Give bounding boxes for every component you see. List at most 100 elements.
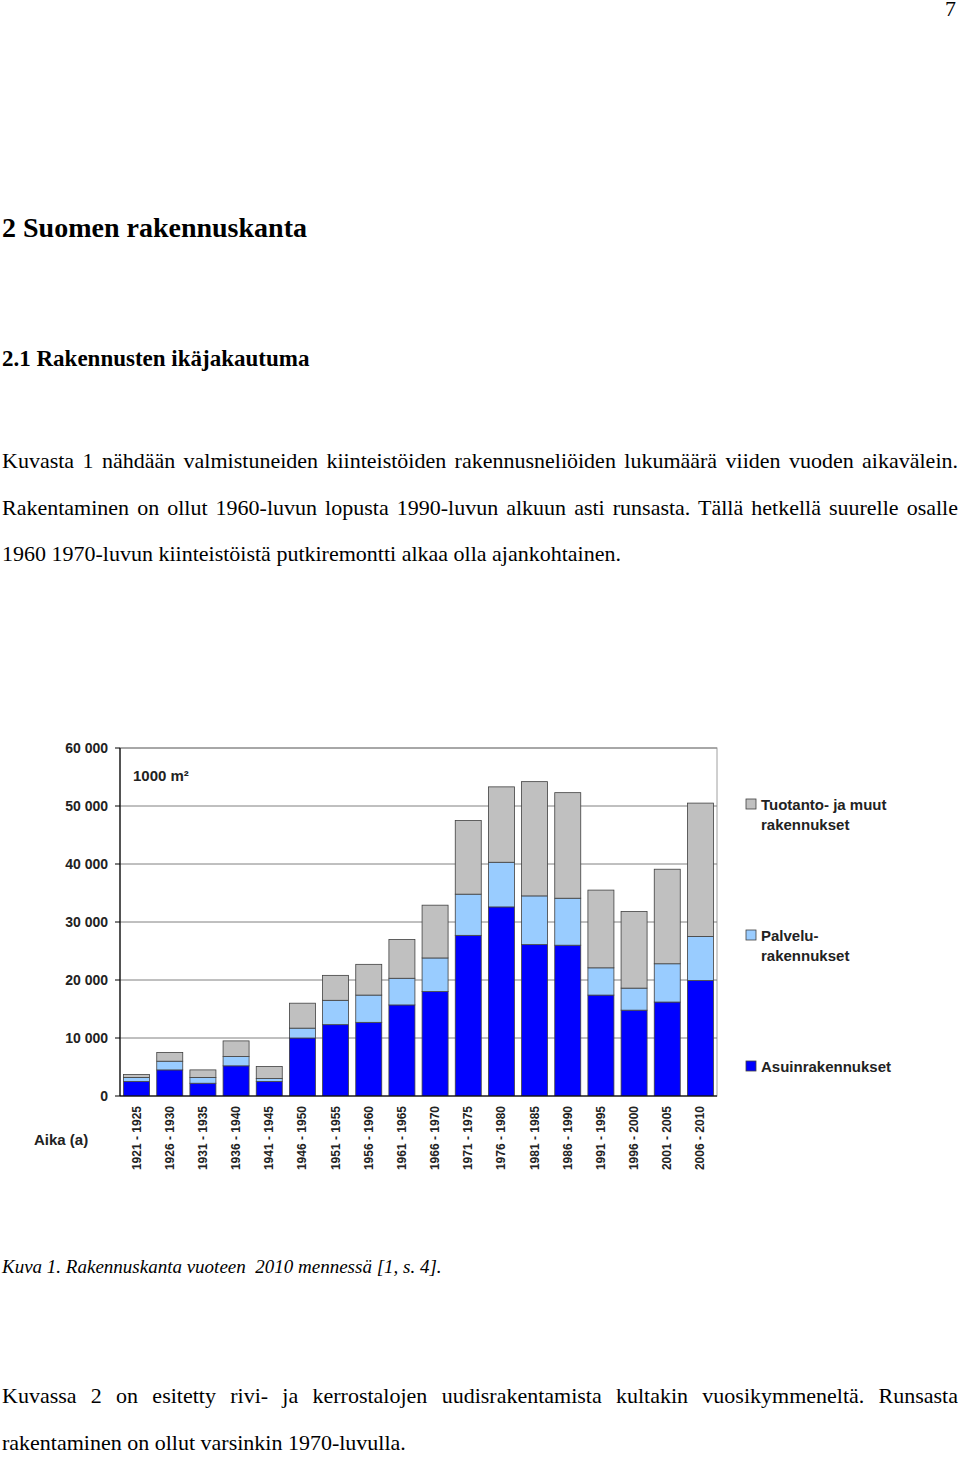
grid-line xyxy=(120,806,717,807)
bar-segment xyxy=(621,912,647,989)
page-number: 7 xyxy=(945,0,956,22)
bar-segment xyxy=(256,1079,282,1082)
bar-segment xyxy=(422,992,448,1096)
legend-line: Asuinrakennukset xyxy=(761,1058,891,1075)
legend-swatch xyxy=(746,799,756,809)
legend-swatch xyxy=(746,1061,756,1071)
tick-mark xyxy=(115,980,120,981)
bar-segment xyxy=(654,964,680,1002)
bar-segment xyxy=(289,1028,315,1038)
bar-segment xyxy=(422,958,448,992)
category-label: 1976 - 1980 xyxy=(494,1106,508,1170)
bar-segment xyxy=(588,995,614,1096)
category-label: 1946 - 1950 xyxy=(295,1106,309,1170)
bar-segment xyxy=(555,793,581,899)
tick-label: 0 xyxy=(100,1088,108,1104)
grid-line xyxy=(120,864,717,865)
category-label: 1926 - 1930 xyxy=(163,1106,177,1170)
category-label: 1971 - 1975 xyxy=(461,1106,475,1170)
category-label: 1991 - 1995 xyxy=(594,1106,608,1170)
bar-segment xyxy=(687,937,713,981)
bar-segment xyxy=(190,1083,216,1096)
bar-segment xyxy=(323,1025,349,1096)
bar-segment xyxy=(356,995,382,1022)
tick-label: 60 000 xyxy=(65,740,108,756)
legend-label: Palvelu-rakennukset xyxy=(761,927,849,964)
bar-segment xyxy=(621,988,647,1010)
bar-segment xyxy=(124,1077,150,1081)
category-label: 1936 - 1940 xyxy=(229,1106,243,1170)
bar-segment xyxy=(157,1053,183,1062)
bar-segment xyxy=(256,1066,282,1078)
tick-mark xyxy=(115,1096,120,1097)
tick-label: 10 000 xyxy=(65,1030,108,1046)
bar-segment xyxy=(256,1082,282,1097)
category-label: 1941 - 1945 xyxy=(262,1106,276,1170)
bar-segment xyxy=(157,1070,183,1096)
bar-segment xyxy=(190,1070,216,1078)
tick-label: 20 000 xyxy=(65,972,108,988)
legend-label: Tuotanto- ja muutrakennukset xyxy=(761,796,887,833)
bar-segment xyxy=(654,1002,680,1096)
paragraph: Kuvasta 1 nähdään valmistuneiden kiintei… xyxy=(2,438,958,578)
tick-mark xyxy=(115,1038,120,1039)
bar-segment xyxy=(687,981,713,1096)
bar-segment xyxy=(356,964,382,995)
bar-segment xyxy=(323,1000,349,1024)
legend-line: rakennukset xyxy=(761,947,849,964)
category-label: 2006 - 2010 xyxy=(693,1106,707,1170)
bar-segment xyxy=(488,907,514,1096)
bar-segment xyxy=(289,1038,315,1096)
bar-segment xyxy=(223,1066,249,1096)
tick-label: 40 000 xyxy=(65,856,108,872)
legend-line: Tuotanto- ja muut xyxy=(761,796,887,813)
legend-swatch xyxy=(746,930,756,940)
bar-segment xyxy=(289,1003,315,1028)
bar-segment xyxy=(323,975,349,1000)
legend-line: Palvelu- xyxy=(761,927,819,944)
tick-mark xyxy=(115,922,120,923)
bar-segment xyxy=(687,803,713,936)
tick-mark xyxy=(115,806,120,807)
category-label: 1986 - 1990 xyxy=(561,1106,575,1170)
bar-segment xyxy=(654,869,680,964)
bar-segment xyxy=(356,1022,382,1096)
caption: Kuva 1. Rakennuskanta vuoteen 2010 menne… xyxy=(2,1256,442,1278)
y-axis xyxy=(119,748,120,1096)
bar-segment xyxy=(621,1010,647,1096)
tick-label: 30 000 xyxy=(65,914,108,930)
category-label: 1961 - 1965 xyxy=(395,1106,409,1170)
bar-segment xyxy=(389,1005,415,1096)
bar-segment xyxy=(588,890,614,968)
category-label: 1956 - 1960 xyxy=(362,1106,376,1170)
tick-mark xyxy=(115,864,120,865)
x-axis xyxy=(120,1095,717,1096)
bar-segment xyxy=(455,894,481,935)
tick-label: 50 000 xyxy=(65,798,108,814)
legend-label: Asuinrakennukset xyxy=(761,1058,891,1075)
bar-segment xyxy=(124,1082,150,1097)
category-label: 1931 - 1935 xyxy=(196,1106,210,1170)
x-axis-label: Aika (a) xyxy=(34,1131,88,1148)
tick-mark xyxy=(115,748,120,749)
bar-segment xyxy=(223,1041,249,1057)
y-axis-label: 1000 m² xyxy=(133,767,189,784)
category-label: 1921 - 1925 xyxy=(130,1106,144,1170)
subheading: 2.1 Rakennusten ikäjakautuma xyxy=(2,346,309,372)
bar-segment xyxy=(124,1075,150,1078)
bar-segment xyxy=(455,821,481,895)
bar-segment xyxy=(522,782,548,896)
grid-line xyxy=(120,1096,717,1097)
bar-segment xyxy=(488,787,514,862)
bar-segment xyxy=(588,968,614,995)
plot-area xyxy=(120,748,717,1096)
bar-segment xyxy=(157,1061,183,1070)
heading: 2 Suomen rakennuskanta xyxy=(2,212,307,244)
category-label: 1951 - 1955 xyxy=(329,1106,343,1170)
bar-segment xyxy=(522,896,548,945)
bar-segment xyxy=(422,905,448,958)
paragraph: Kuvassa 2 on esitetty rivi- ja kerrostal… xyxy=(2,1373,958,1457)
bar-segment xyxy=(389,978,415,1005)
bar-segment xyxy=(555,945,581,1096)
category-label: 1966 - 1970 xyxy=(428,1106,442,1170)
